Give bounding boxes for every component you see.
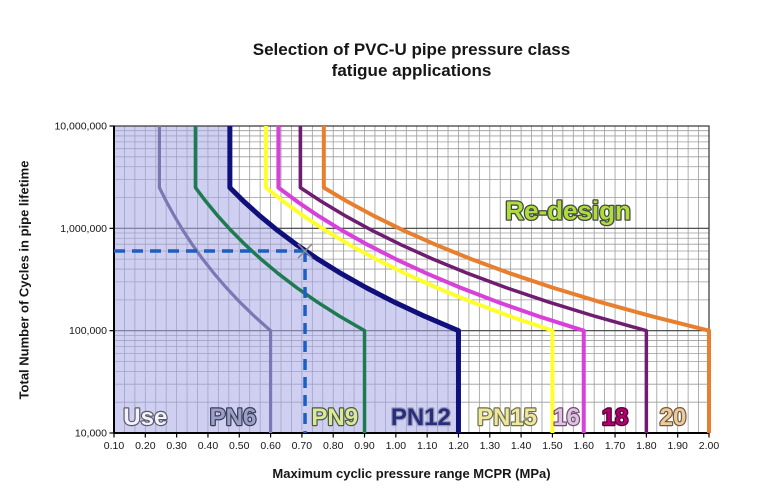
x-tick-label: 1.90 <box>667 440 688 452</box>
x-tick-label: 1.30 <box>480 440 501 452</box>
zone-label-use: Use <box>123 404 167 431</box>
x-tick-label: 1.40 <box>511 440 532 452</box>
curve-PN20 <box>321 126 711 433</box>
zone-label-18: 18 <box>602 404 629 431</box>
chart-title-line2: fatigue applications <box>331 61 492 80</box>
y-tick-label: 1,000,000 <box>60 223 107 235</box>
curve-PN15 <box>263 126 555 433</box>
x-tick-label: 1.20 <box>448 440 469 452</box>
curve-PN9 <box>193 126 367 433</box>
x-tick-label: 1.50 <box>542 440 563 452</box>
x-tick-label: 1.60 <box>574 440 595 452</box>
x-tick-label: 0.80 <box>323 440 344 452</box>
y-tick-label: 10,000,000 <box>54 121 107 133</box>
x-tick-label: 1.00 <box>386 440 407 452</box>
chart-title-line1: Selection of PVC-U pipe pressure class <box>252 40 571 59</box>
chart-title: Selection of PVC-U pipe pressure class f… <box>114 39 709 81</box>
design-point-marker <box>297 243 313 259</box>
zone-label-pn9: PN9 <box>311 404 358 431</box>
x-tick-label: 1.80 <box>636 440 657 452</box>
y-tick-label: 10,000 <box>75 428 107 440</box>
x-axis-title: Maximum cyclic pressure range MCPR (MPa) <box>272 466 551 481</box>
zone-label-pn12: PN12 <box>391 404 451 431</box>
x-tick-label: 0.10 <box>104 440 125 452</box>
curve-PN12 <box>227 126 461 433</box>
x-tick-label: 0.40 <box>198 440 219 452</box>
zone-label-20: 20 <box>660 404 687 431</box>
x-tick-label: 1.70 <box>605 440 626 452</box>
curve-PN6 <box>157 126 273 433</box>
x-tick-label: 0.60 <box>260 440 281 452</box>
x-tick-label: 0.70 <box>292 440 313 452</box>
x-tick-label: 0.90 <box>354 440 375 452</box>
zone-label-16: 16 <box>553 404 580 431</box>
zone-label-pn6: PN6 <box>210 404 257 431</box>
y-tick-label: 100,000 <box>69 325 107 337</box>
redesign-annotation: Re-design <box>505 195 631 225</box>
curve-PN18 <box>298 126 649 433</box>
x-tick-label: 0.20 <box>135 440 156 452</box>
x-tick-label: 1.10 <box>417 440 438 452</box>
curve-PN16 <box>276 126 586 433</box>
zone-label-pn15: PN15 <box>477 404 537 431</box>
x-tick-label: 0.30 <box>166 440 187 452</box>
x-tick-label: 2.00 <box>699 440 720 452</box>
x-tick-label: 0.50 <box>229 440 250 452</box>
